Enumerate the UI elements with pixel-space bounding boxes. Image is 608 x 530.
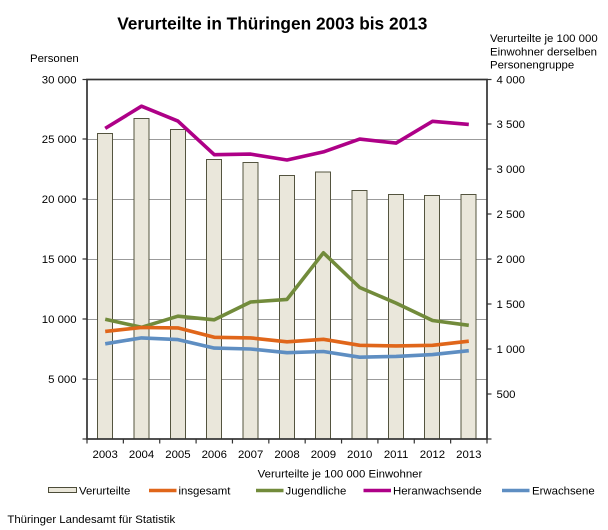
svg-text:Personengruppe: Personengruppe [490,60,574,72]
svg-text:10 000: 10 000 [42,314,77,326]
svg-text:Verurteilte: Verurteilte [79,486,130,498]
svg-text:25 000: 25 000 [42,134,77,146]
svg-text:4 000: 4 000 [497,75,526,87]
svg-text:Personen: Personen [30,53,79,65]
svg-text:2011: 2011 [384,449,409,461]
svg-text:3 000: 3 000 [497,164,526,176]
svg-text:2013: 2013 [456,449,481,461]
svg-text:2012: 2012 [420,449,445,461]
svg-text:1 500: 1 500 [497,299,526,311]
svg-text:2008: 2008 [274,449,299,461]
svg-text:Jugendliche: Jugendliche [286,486,347,498]
svg-text:2 500: 2 500 [497,209,526,221]
svg-text:2003: 2003 [93,449,118,461]
svg-text:5 000: 5 000 [48,374,77,386]
svg-text:Erwachsene: Erwachsene [532,486,595,498]
svg-text:Heranwachsende: Heranwachsende [393,486,482,498]
svg-text:insgesamt: insgesamt [179,486,232,498]
svg-text:Verurteilte je 100 000 Einwohn: Verurteilte je 100 000 Einwohner [258,469,423,481]
svg-text:500: 500 [497,389,516,401]
svg-text:Einwohner derselben: Einwohner derselben [490,46,597,58]
svg-text:30 000: 30 000 [42,75,77,87]
svg-text:2007: 2007 [238,449,263,461]
svg-text:2005: 2005 [165,449,190,461]
svg-text:20 000: 20 000 [42,194,77,206]
svg-text:1 000: 1 000 [497,344,526,356]
svg-text:2009: 2009 [311,449,336,461]
svg-text:2004: 2004 [129,449,154,461]
svg-text:Verurteilte je 100 000: Verurteilte je 100 000 [490,33,598,45]
svg-text:3 500: 3 500 [497,119,526,131]
svg-text:2 000: 2 000 [497,254,526,266]
svg-text:2010: 2010 [347,449,372,461]
svg-text:Verurteilte in Thüringen 2003: Verurteilte in Thüringen 2003 bis 2013 [117,14,427,34]
svg-text:15 000: 15 000 [42,254,77,266]
svg-text:Thüringer Landesamt für Statis: Thüringer Landesamt für Statistik [7,514,175,526]
svg-text:2006: 2006 [202,449,227,461]
